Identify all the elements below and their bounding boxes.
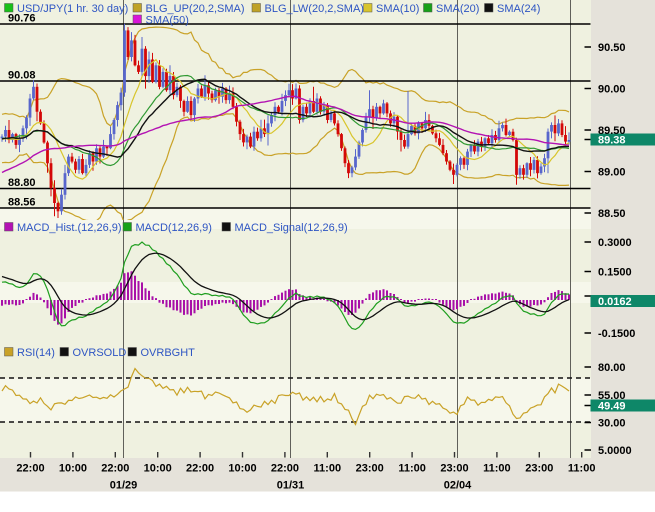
svg-text:MACD(12,26,9): MACD(12,26,9) bbox=[136, 222, 212, 234]
svg-text:90.00: 90.00 bbox=[598, 84, 626, 96]
svg-text:SMA(20): SMA(20) bbox=[436, 3, 479, 15]
svg-text:88.56: 88.56 bbox=[8, 197, 36, 209]
svg-text:01/29: 01/29 bbox=[110, 480, 138, 492]
svg-text:11:00: 11:00 bbox=[483, 463, 511, 475]
svg-text:MACD_Hist.(12,26,9): MACD_Hist.(12,26,9) bbox=[17, 222, 122, 234]
svg-text:SMA(50): SMA(50) bbox=[146, 15, 189, 27]
svg-text:22:00: 22:00 bbox=[101, 463, 129, 475]
svg-text:02/04: 02/04 bbox=[444, 480, 472, 492]
svg-text:88.50: 88.50 bbox=[598, 208, 626, 220]
svg-text:-0.1500: -0.1500 bbox=[598, 328, 635, 340]
svg-text:5.0000: 5.0000 bbox=[598, 445, 632, 457]
svg-text:OVRBGHT: OVRBGHT bbox=[141, 347, 196, 359]
svg-text:90.50: 90.50 bbox=[598, 42, 626, 54]
svg-text:89.00: 89.00 bbox=[598, 167, 626, 179]
svg-text:80.00: 80.00 bbox=[598, 362, 626, 374]
svg-text:10:00: 10:00 bbox=[144, 463, 172, 475]
svg-text:49.49: 49.49 bbox=[598, 401, 626, 413]
svg-text:10:00: 10:00 bbox=[228, 463, 256, 475]
svg-text:SMA(10): SMA(10) bbox=[376, 3, 419, 15]
svg-text:23:00: 23:00 bbox=[525, 463, 553, 475]
svg-text:0.3000: 0.3000 bbox=[598, 237, 632, 249]
svg-text:89.38: 89.38 bbox=[598, 135, 626, 147]
svg-text:23:00: 23:00 bbox=[440, 463, 468, 475]
svg-text:BLG_LW(20,2,SMA): BLG_LW(20,2,SMA) bbox=[265, 3, 364, 15]
svg-text:10:00: 10:00 bbox=[59, 463, 87, 475]
svg-text:11:00: 11:00 bbox=[398, 463, 426, 475]
svg-text:OVRSOLD: OVRSOLD bbox=[73, 347, 127, 359]
svg-text:USD/JPY(1 hr. 30 day): USD/JPY(1 hr. 30 day) bbox=[17, 3, 128, 15]
svg-text:11:00: 11:00 bbox=[314, 463, 342, 475]
svg-text:SMA(24): SMA(24) bbox=[497, 3, 540, 15]
svg-text:MACD_Signal(12,26,9): MACD_Signal(12,26,9) bbox=[235, 222, 348, 234]
svg-text:88.80: 88.80 bbox=[8, 177, 36, 189]
svg-text:89.50: 89.50 bbox=[598, 125, 626, 137]
svg-text:0.0162: 0.0162 bbox=[598, 296, 632, 308]
svg-text:55.00: 55.00 bbox=[598, 390, 626, 402]
svg-text:BLG_UP(20,2,SMA): BLG_UP(20,2,SMA) bbox=[146, 3, 245, 15]
svg-text:90.08: 90.08 bbox=[8, 70, 36, 82]
svg-text:0.1500: 0.1500 bbox=[598, 267, 632, 279]
svg-text:90.76: 90.76 bbox=[8, 13, 36, 25]
svg-text:23:00: 23:00 bbox=[356, 463, 384, 475]
svg-text:22:00: 22:00 bbox=[186, 463, 214, 475]
svg-text:22:00: 22:00 bbox=[271, 463, 299, 475]
svg-text:01/31: 01/31 bbox=[277, 480, 305, 492]
svg-text:30.00: 30.00 bbox=[598, 418, 626, 430]
svg-text:22:00: 22:00 bbox=[16, 463, 44, 475]
svg-text:RSI(14): RSI(14) bbox=[17, 347, 55, 359]
svg-text:11:00: 11:00 bbox=[568, 463, 596, 475]
